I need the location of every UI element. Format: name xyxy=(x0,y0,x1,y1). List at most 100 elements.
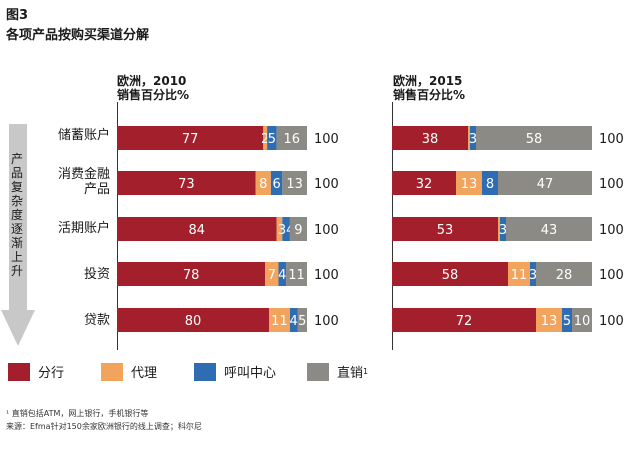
bar-2015-row5-call-center xyxy=(562,308,572,332)
bar-label-2010-row1-agent: 2 xyxy=(261,132,269,147)
bar-label-2010-row1-branch: 77 xyxy=(182,132,199,147)
bar-label-2010-row4-direct: 11 xyxy=(288,268,305,283)
total-label-2015-row3: 100 xyxy=(599,223,624,238)
legend-item-call-center: 呼叫中心 xyxy=(194,362,276,381)
total-label-2010-row4: 100 xyxy=(314,268,339,283)
bar-2010-row3-direct xyxy=(289,217,307,241)
bar-label-2015-row1-branch: 38 xyxy=(422,132,439,147)
row-label-loan: 贷款 xyxy=(14,313,110,328)
bar-2015-row2-direct xyxy=(498,171,592,195)
bar-2010-row5-branch xyxy=(117,308,269,332)
bar-label-2015-row4-agent: 11 xyxy=(511,268,528,283)
panel-title-2015-line1: 欧洲，2015 xyxy=(393,74,463,88)
bar-label-2015-row1-call-center: 3 xyxy=(469,132,477,147)
bar-label-2010-row2-call-center: 6 xyxy=(272,177,280,192)
row-label-savings-text: 储蓄账户 xyxy=(57,128,110,143)
bar-2015-row1-agent xyxy=(468,126,470,150)
bar-2010-row2-branch xyxy=(117,171,256,195)
bar-label-2015-row2-branch: 32 xyxy=(416,177,433,192)
bar-label-2015-row4-branch: 58 xyxy=(442,268,459,283)
bar-2015-row5-agent xyxy=(536,308,562,332)
bar-label-2010-row5-call-center: 4 xyxy=(290,314,298,329)
legend-item-branch: 分行 xyxy=(8,362,64,381)
bar-label-2015-row2-agent: 13 xyxy=(461,177,478,192)
legend-label-call-center: 呼叫中心 xyxy=(224,366,277,381)
bar-2010-row3-branch xyxy=(117,217,277,241)
legend-footnote-marker: 1 xyxy=(363,367,369,376)
row-label-investment: 投资 xyxy=(14,267,110,282)
bar-2015-row4-agent xyxy=(508,262,530,286)
complexity-arrow-label: 产品复杂度逐渐上升 xyxy=(10,152,23,278)
panel-title-2010-line2: 销售百分比% xyxy=(117,88,190,102)
row-label-current-account: 活期账户 xyxy=(14,221,110,236)
bar-2010-row1-call-center xyxy=(267,126,277,150)
bar-2015-row3-call-center xyxy=(500,217,506,241)
bar-2010-row2-direct xyxy=(282,171,307,195)
bar-label-2015-row2-direct: 47 xyxy=(537,177,554,192)
bar-label-2010-row5-direct: 5 xyxy=(298,314,306,329)
bar-2010-row1-agent xyxy=(263,126,268,150)
figure-title: 各项产品按购买渠道分解 xyxy=(6,28,150,43)
bar-label-2015-row5-agent: 13 xyxy=(541,314,558,329)
panel-title-2010-line1: 欧洲，2010 xyxy=(117,74,187,88)
bar-label-2015-row3-branch: 53 xyxy=(437,223,454,238)
bar-2010-row1-direct xyxy=(276,126,307,150)
bar-2015-row3-direct xyxy=(506,217,592,241)
bar-2015-row3-agent xyxy=(498,217,500,241)
bar-2015-row2-call-center xyxy=(482,171,498,195)
row-label-loan-text: 贷款 xyxy=(83,313,110,328)
figure-label: 图3 xyxy=(6,8,29,23)
bar-2015-row4-direct xyxy=(536,262,592,286)
bar-2010-row1-branch xyxy=(117,126,264,150)
bar-label-2010-row5-branch: 80 xyxy=(185,314,202,329)
bar-2015-row1-branch xyxy=(392,126,468,150)
bar-2015-row1-call-center xyxy=(470,126,476,150)
bar-label-2010-row4-call-center: 4 xyxy=(278,268,286,283)
row-label-consumer-finance-line2: 产品 xyxy=(83,182,110,197)
legend-label-branch: 分行 xyxy=(38,366,65,381)
bar-label-2010-row2-direct: 13 xyxy=(286,177,303,192)
bar-2010-row4-direct xyxy=(286,262,307,286)
row-label-consumer-finance-line1: 消费金融 xyxy=(57,167,110,182)
bar-label-2015-row3-call-center: 3 xyxy=(499,223,507,238)
bar-label-2010-row2-agent: 8 xyxy=(259,177,267,192)
legend-swatch-direct xyxy=(307,362,329,381)
source-note: 来源：Efma针对150余家欧洲银行的线上调查；科尔尼 xyxy=(6,422,202,431)
bar-label-2010-row3-branch: 84 xyxy=(189,223,206,238)
bar-label-2010-row3-direct: 9 xyxy=(294,223,302,238)
bar-label-2015-row3-direct: 43 xyxy=(541,223,558,238)
row-label-savings: 储蓄账户 xyxy=(14,128,110,143)
bar-label-2015-row2-call-center: 8 xyxy=(486,177,494,192)
total-label-2010-row1: 100 xyxy=(314,132,339,147)
total-label-2010-row3: 100 xyxy=(314,223,339,238)
bar-2015-row5-branch xyxy=(392,308,536,332)
panel-title-2015-line2: 销售百分比% xyxy=(393,88,466,102)
bar-2015-row4-branch xyxy=(392,262,508,286)
row-label-current-account-text: 活期账户 xyxy=(57,221,110,236)
legend-swatch-branch xyxy=(8,362,30,381)
bar-2015-row1-direct xyxy=(476,126,592,150)
panel-title-2015: 欧洲，2015 销售百分比% xyxy=(393,74,465,102)
bar-label-2015-row5-direct: 10 xyxy=(574,314,591,329)
bar-2010-row3-call-center xyxy=(282,217,290,241)
bar-2015-row2-branch xyxy=(392,171,456,195)
bar-label-2015-row1-direct: 58 xyxy=(526,132,543,147)
row-label-consumer-finance: 消费金融 产品 xyxy=(14,167,110,197)
bar-2010-row4-agent xyxy=(265,262,279,286)
legend-item-agent: 代理 xyxy=(101,362,157,381)
bar-2015-row4-call-center xyxy=(530,262,536,286)
total-label-2015-row4: 100 xyxy=(599,268,624,283)
legend-label-agent: 代理 xyxy=(131,366,158,381)
bar-2010-row2-call-center xyxy=(270,171,283,195)
bar-label-2010-row4-branch: 78 xyxy=(183,268,200,283)
legend-item-direct: 直销 1 xyxy=(307,362,368,381)
bar-label-2010-row5-agent: 11 xyxy=(271,314,288,329)
bar-label-2010-row2-branch: 73 xyxy=(178,177,195,192)
bar-label-2015-row4-call-center: 3 xyxy=(529,268,537,283)
bar-2010-row3-agent xyxy=(276,217,283,241)
footnotes: ¹ 直销包括ATM，网上银行，手机银行等 来源：Efma针对150余家欧洲银行的… xyxy=(6,407,202,433)
bar-label-2010-row1-direct: 16 xyxy=(284,132,301,147)
bar-2010-row4-branch xyxy=(117,262,266,286)
legend-label-direct: 直销 xyxy=(337,366,364,381)
